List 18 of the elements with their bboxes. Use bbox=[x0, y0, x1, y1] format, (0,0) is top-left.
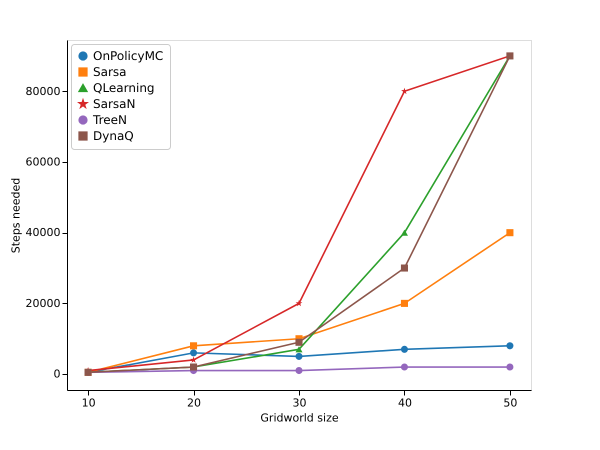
legend-label: OnPolicyMC bbox=[93, 49, 164, 63]
x-tick-label: 50 bbox=[503, 396, 518, 410]
x-axis-title: Gridworld size bbox=[260, 412, 339, 424]
legend-label: Sarsa bbox=[93, 65, 127, 79]
y-tick-label: 60000 bbox=[26, 155, 60, 168]
x-tick-label: 40 bbox=[398, 396, 412, 410]
y-tick-label: 20000 bbox=[26, 296, 60, 310]
x-tick-label: 20 bbox=[187, 396, 202, 410]
legend-label: DynaQ bbox=[93, 129, 134, 143]
y-tick-label: 40000 bbox=[26, 226, 60, 240]
y-axis-title: Steps needed bbox=[10, 178, 23, 254]
legend-label: SarsaN bbox=[93, 97, 136, 111]
y-tick-label: 0 bbox=[54, 368, 60, 381]
x-tick-label: 10 bbox=[82, 396, 96, 410]
x-tick-label: 30 bbox=[292, 396, 306, 410]
legend-label: TreeN bbox=[92, 113, 127, 127]
y-tick-label: 80000 bbox=[26, 84, 60, 98]
legend-label: QLearning bbox=[93, 81, 155, 95]
